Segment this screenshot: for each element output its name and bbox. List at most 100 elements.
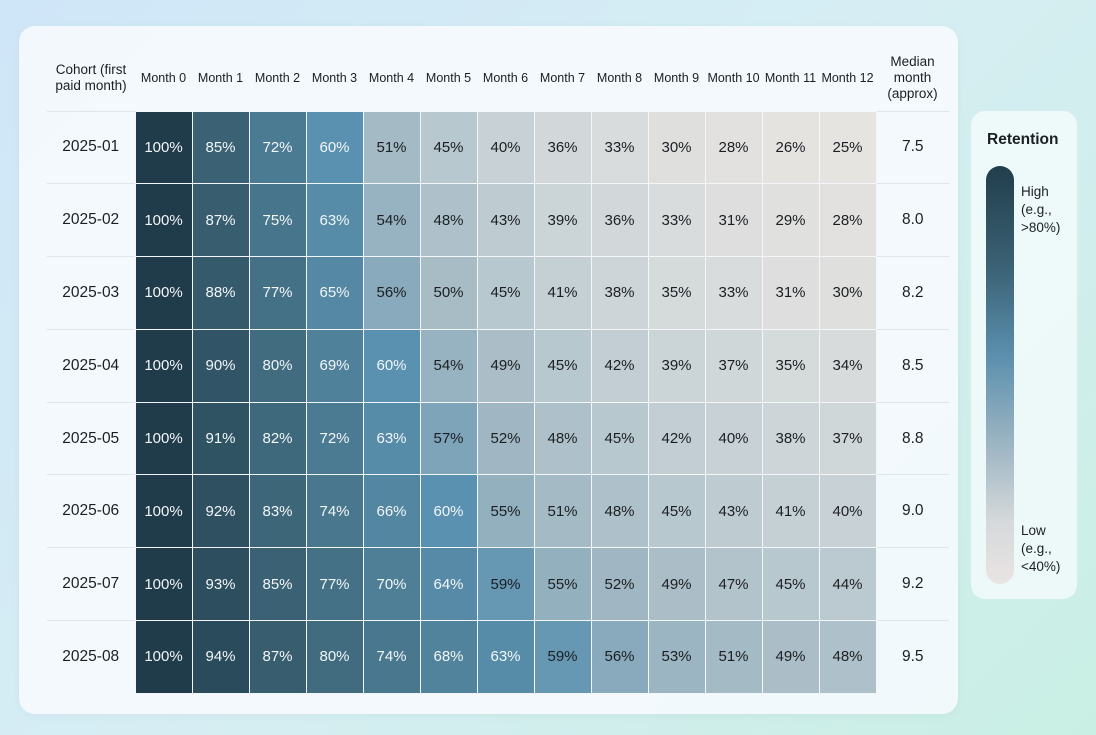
heatmap-cell: 100%	[134, 547, 193, 622]
heatmap-cell: 90%	[191, 328, 250, 403]
heatmap-cell: 41%	[533, 256, 592, 330]
heatmap-cell: 51%	[704, 620, 763, 694]
heatmap-cell: 56%	[590, 620, 649, 694]
heatmap-cell: 45%	[590, 401, 649, 476]
heatmap-cell: 42%	[647, 401, 706, 476]
column-header: Month 6	[482, 71, 529, 86]
heatmap-cell: 49%	[647, 547, 706, 622]
cohort-label: 2025-04	[47, 328, 135, 403]
heatmap-cell: 75%	[248, 183, 307, 258]
heatmap-cell: 38%	[590, 256, 649, 330]
heatmap-cell: 80%	[305, 620, 364, 694]
heatmap-cell: 38%	[761, 401, 820, 476]
legend-low-label: Low (e.g., <40%)	[1021, 523, 1061, 574]
median-header: Median month (approx)	[887, 54, 938, 102]
median-value: 9.2	[876, 547, 949, 621]
column-header: Month 4	[368, 71, 415, 86]
heatmap-cell: 72%	[248, 110, 307, 185]
heatmap-cell: 63%	[362, 401, 421, 476]
heatmap-cell: 33%	[590, 110, 649, 185]
heatmap-cell: 66%	[362, 474, 421, 549]
column-header: Month 7	[539, 71, 586, 86]
heatmap-cell: 45%	[419, 110, 478, 185]
heatmap-cell: 40%	[704, 401, 763, 476]
heatmap-cell: 55%	[476, 474, 535, 549]
heatmap-cell: 34%	[818, 328, 877, 403]
cohort-label: 2025-07	[47, 547, 135, 621]
column-header: Month 12	[821, 71, 874, 86]
heatmap-cell: 100%	[134, 183, 193, 258]
cohort-row: 2025-01 100% 85% 72% 60% 51% 45% 40% 36% 33% 30% 28…	[47, 110, 949, 185]
heatmap-cell: 77%	[305, 547, 364, 622]
heatmap-cell: 65%	[305, 256, 364, 330]
median-value: 8.2	[876, 256, 949, 330]
heatmap-cell: 28%	[704, 110, 763, 185]
heatmap-cell: 33%	[704, 256, 763, 330]
heatmap-cell: 39%	[647, 328, 706, 403]
heatmap-cell: 36%	[590, 183, 649, 258]
heatmap-cell: 69%	[305, 328, 364, 403]
median-value: 8.8	[876, 401, 949, 475]
retention-heatmap: Cohort (first paid month) Month 0 Month 1…	[47, 46, 949, 694]
heatmap-cell: 31%	[761, 256, 820, 330]
heatmap-cell: 31%	[704, 183, 763, 258]
cohort-row: 2025-08 100% 94% 87% 80% 74% 68% 63% 59% 56% 53% 51…	[47, 620, 949, 694]
heatmap-cell: 87%	[191, 183, 250, 258]
heatmap-cell: 88%	[191, 256, 250, 330]
heatmap-cell: 51%	[362, 110, 421, 185]
heatmap-cell: 60%	[305, 110, 364, 185]
heatmap-cell: 48%	[533, 401, 592, 476]
heatmap-cell: 48%	[419, 183, 478, 258]
median-value: 9.0	[876, 474, 949, 548]
heatmap-cell: 29%	[761, 183, 820, 258]
column-header: Month 5	[425, 71, 472, 86]
heatmap-cell: 100%	[134, 474, 193, 549]
heatmap-cell: 35%	[647, 256, 706, 330]
heatmap-cell: 30%	[818, 256, 877, 330]
heatmap-cell: 33%	[647, 183, 706, 258]
heatmap-cell: 59%	[533, 620, 592, 694]
heatmap-cell: 37%	[818, 401, 877, 476]
column-header: Month 9	[653, 71, 700, 86]
heatmap-cell: 94%	[191, 620, 250, 694]
heatmap-cell: 51%	[533, 474, 592, 549]
legend-color-bar	[986, 166, 1014, 584]
legend: Retention High (e.g., >80%) Low (e.g., <…	[971, 111, 1077, 599]
heatmap-cell: 77%	[248, 256, 307, 330]
column-header: Month 0	[140, 71, 187, 86]
legend-title: Retention	[987, 131, 1059, 148]
heatmap-cell: 64%	[419, 547, 478, 622]
heatmap-cell: 91%	[191, 401, 250, 476]
median-value: 7.5	[876, 110, 949, 184]
heatmap-cell: 43%	[704, 474, 763, 549]
cohort-label: 2025-05	[47, 401, 135, 475]
heatmap-cell: 55%	[533, 547, 592, 622]
heatmap-cell: 74%	[362, 620, 421, 694]
cohort-label: 2025-02	[47, 183, 135, 257]
heatmap-cell: 42%	[590, 328, 649, 403]
heatmap-cell: 54%	[362, 183, 421, 258]
heatmap-cell: 100%	[134, 256, 193, 330]
heatmap-cell: 45%	[647, 474, 706, 549]
cohort-row: 2025-05 100% 91% 82% 72% 63% 57% 52% 48% 45% 42% 40…	[47, 401, 949, 476]
heatmap-cell: 40%	[476, 110, 535, 185]
heatmap-cell: 26%	[761, 110, 820, 185]
column-header: Month 11	[764, 71, 817, 86]
heatmap-cell: 70%	[362, 547, 421, 622]
heatmap-cell: 100%	[134, 620, 193, 694]
heatmap-cell: 68%	[419, 620, 478, 694]
heatmap-cell: 56%	[362, 256, 421, 330]
legend-high-label: High (e.g., >80%)	[1021, 184, 1061, 235]
median-value: 8.0	[876, 183, 949, 257]
heatmap-cell: 25%	[818, 110, 877, 185]
heatmap-cell: 52%	[590, 547, 649, 622]
heatmap-cell: 63%	[476, 620, 535, 694]
heatmap-cell: 80%	[248, 328, 307, 403]
heatmap-cell: 57%	[419, 401, 478, 476]
heatmap-cell: 85%	[191, 110, 250, 185]
heatmap-cell: 100%	[134, 328, 193, 403]
heatmap-cell: 59%	[476, 547, 535, 622]
heatmap-cell: 47%	[704, 547, 763, 622]
heatmap-cell: 100%	[134, 110, 193, 185]
heatmap-cell: 48%	[590, 474, 649, 549]
